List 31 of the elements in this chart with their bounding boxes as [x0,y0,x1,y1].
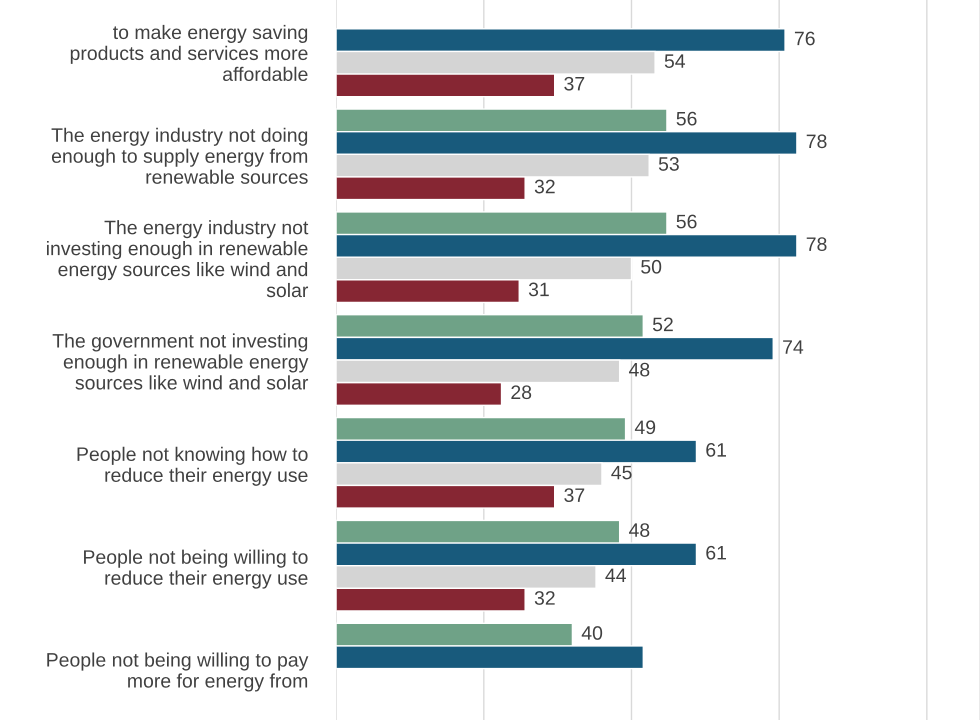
data-label: 56 [676,214,697,228]
data-label: 44 [605,568,626,582]
data-label: 61 [706,442,726,457]
data-label: 49 [634,420,656,434]
y-tick-label: People not knowing how to reduce their energy use [78,446,308,486]
data-label: 40 [582,626,602,640]
data-label: 52 [652,318,673,332]
data-label: 48 [628,523,650,537]
data-label: 28 [511,385,532,400]
data-label: 31 [528,282,549,296]
y-tick-label: The energy industry not doing enough to supply energy from renewable sources [52,128,308,184]
data-label: 78 [806,237,827,252]
y-tick-label: to make energy saving products and services more affordable [70,24,308,82]
data-label: 32 [534,591,555,605]
y-tick-label: People not being willing to reduce their energy use [84,550,308,589]
data-label: 50 [641,260,662,274]
data-label: 53 [658,157,679,171]
data-label: 48 [628,362,650,377]
data-label: 32 [534,180,555,194]
data-label: 45 [611,466,632,480]
y-tick-label: People not being willing to pay more for energy from [47,652,308,692]
y-tick-label: The energy industry not investing enough in renewable energy sources like wind and solar [46,220,308,298]
data-label: 56 [676,112,697,126]
data-label: 37 [564,488,584,502]
data-label: 74 [783,340,804,354]
y-tick-label: The government not investing enough in renewable energy sources like wind and solar [52,333,308,390]
data-label: 78 [806,134,827,148]
data-label: 76 [794,32,815,46]
data-label: 54 [664,54,686,68]
data-label: 61 [706,546,726,560]
data-label: 37 [564,76,584,91]
